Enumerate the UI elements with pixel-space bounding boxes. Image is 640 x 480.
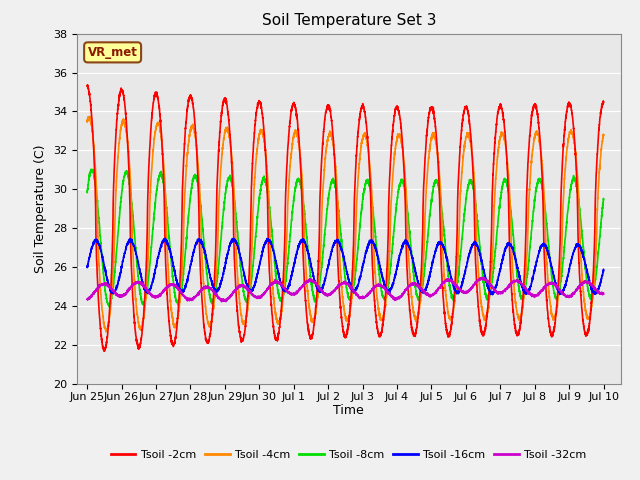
Tsoil -32cm (83, 296, 91, 302)
Tsoil -2cm (326, 108, 334, 114)
Tsoil -4cm (599, 135, 607, 141)
Tsoil -2cm (461, 105, 469, 111)
Tsoil -16cm (176, 286, 184, 292)
Tsoil -8cm (433, 179, 440, 185)
Tsoil -2cm (490, 151, 498, 157)
Tsoil -4cm (600, 132, 607, 138)
Tsoil -8cm (490, 258, 498, 264)
Tsoil -4cm (433, 142, 440, 148)
Legend: Tsoil -2cm, Tsoil -4cm, Tsoil -8cm, Tsoil -16cm, Tsoil -32cm: Tsoil -2cm, Tsoil -4cm, Tsoil -8cm, Tsoi… (106, 445, 591, 465)
Tsoil -2cm (433, 134, 440, 140)
Tsoil -16cm (83, 264, 91, 270)
Tsoil -32cm (600, 291, 607, 297)
Tsoil -8cm (461, 205, 469, 211)
Tsoil -2cm (599, 98, 607, 104)
Tsoil -32cm (433, 289, 440, 295)
Tsoil -4cm (177, 295, 184, 300)
Tsoil -2cm (83, 83, 91, 88)
Tsoil -2cm (100, 348, 108, 354)
Tsoil -8cm (88, 167, 95, 172)
Tsoil -8cm (599, 201, 607, 206)
Line: Tsoil -2cm: Tsoil -2cm (87, 85, 604, 351)
Tsoil -32cm (599, 290, 607, 296)
Tsoil -32cm (490, 288, 498, 293)
Y-axis label: Soil Temperature (C): Soil Temperature (C) (35, 144, 47, 273)
Tsoil -16cm (461, 271, 468, 276)
Tsoil -8cm (177, 295, 184, 300)
Tsoil -16cm (326, 254, 333, 260)
Tsoil -16cm (489, 292, 497, 298)
Line: Tsoil -4cm: Tsoil -4cm (87, 116, 604, 332)
Tsoil -16cm (490, 287, 498, 293)
Tsoil -32cm (461, 290, 468, 296)
Text: VR_met: VR_met (88, 46, 138, 59)
Tsoil -8cm (83, 189, 91, 194)
Tsoil -16cm (161, 235, 169, 241)
Tsoil -4cm (102, 329, 110, 335)
Tsoil -4cm (490, 203, 498, 209)
Title: Soil Temperature Set 3: Soil Temperature Set 3 (262, 13, 436, 28)
Tsoil -4cm (326, 132, 334, 137)
Tsoil -32cm (477, 275, 485, 280)
Line: Tsoil -8cm: Tsoil -8cm (87, 169, 604, 307)
Tsoil -16cm (599, 270, 607, 276)
Tsoil -32cm (176, 288, 184, 294)
Tsoil -16cm (433, 246, 440, 252)
Line: Tsoil -32cm: Tsoil -32cm (87, 277, 604, 302)
Tsoil -32cm (218, 299, 225, 305)
Tsoil -4cm (83, 119, 91, 125)
Tsoil -2cm (177, 274, 184, 279)
Tsoil -4cm (461, 140, 469, 145)
Tsoil -8cm (600, 197, 607, 203)
Tsoil -32cm (326, 292, 333, 298)
Tsoil -4cm (86, 113, 93, 119)
Tsoil -8cm (106, 304, 113, 310)
X-axis label: Time: Time (333, 405, 364, 418)
Tsoil -2cm (84, 82, 92, 88)
Tsoil -8cm (326, 185, 334, 191)
Tsoil -2cm (600, 99, 607, 105)
Tsoil -16cm (600, 267, 607, 273)
Line: Tsoil -16cm: Tsoil -16cm (87, 238, 604, 295)
